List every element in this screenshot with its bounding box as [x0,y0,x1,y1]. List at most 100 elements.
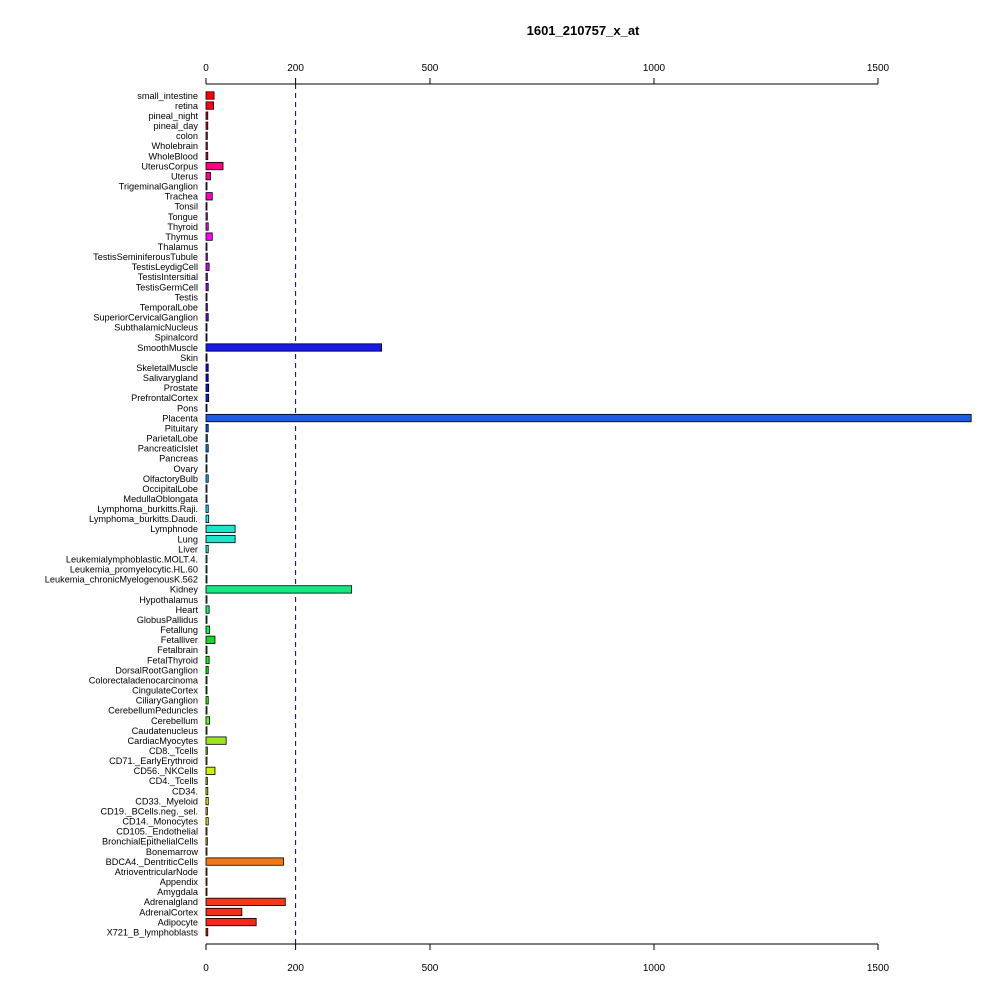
chart-title: 1601_210757_x_at [527,23,640,38]
category-label: Skin [180,353,198,363]
bar [205,534,236,544]
bar [205,323,208,332]
bar [205,887,208,896]
bar [205,202,208,211]
bar [205,605,210,614]
bar [205,928,209,937]
category-label: Thalamus [158,242,199,252]
category-label: Colorectaladenocarcinoma [89,675,199,685]
category-label: Thyroid [167,222,198,232]
bar [205,232,213,241]
category-label: retina [175,101,199,111]
bar [205,141,208,150]
category-label: Pons [177,403,198,413]
bar [205,393,210,403]
category-label: small_intestine [137,91,198,101]
category-label: AdrenalCortex [139,907,198,917]
bar [205,565,208,574]
bar [205,182,208,191]
bar [205,363,209,372]
bar [205,837,208,846]
category-label: TestisSeminiferousTubule [93,252,198,262]
bar [205,676,208,685]
category-label: CD33._Myeloid [135,796,198,806]
category-label: Lymphoma_burkitts.Raji. [97,504,198,514]
category-label: colon [176,131,198,141]
bar [205,585,353,594]
bar [205,343,383,352]
bar [205,867,208,876]
bar [205,555,208,564]
bar [205,373,209,382]
bar [205,575,208,584]
category-label: CD4._Tcells [149,776,198,786]
category-label: MedullaOblongata [123,494,198,504]
bar [205,111,209,120]
bar [205,444,209,453]
category-label: Lymphoma_burkitts.Daudi. [89,514,198,524]
bar [205,615,208,624]
category-label: Trachea [165,192,199,202]
category-label: BronchialEpithelialCells [102,837,198,847]
category-label: Appendix [160,877,199,887]
category-label: Heart [176,605,199,615]
bar [205,686,208,695]
category-label: CD14._Monocytes [122,817,198,827]
bar [205,786,209,796]
bar [205,454,208,463]
bar [205,474,209,483]
bar [205,736,227,745]
bar [205,545,209,554]
bar [205,222,209,231]
category-label: Caudatenucleus [132,726,199,736]
top-tick-label: 500 [422,63,439,74]
category-label: CD71._EarlyErythroid [109,756,198,766]
category-label: Pituitary [165,423,199,433]
bar [205,807,208,816]
bar [205,797,209,806]
bar [205,817,209,826]
bar [205,877,208,886]
bottom-tick-label: 0 [203,963,209,974]
bar [205,242,208,251]
category-label: TestisGermCell [136,282,198,292]
category-label: Amygdala [157,887,199,897]
bar [205,776,208,786]
category-label: TemporalLobe [140,302,198,312]
bar [205,595,208,604]
bar [205,847,208,856]
bar [205,353,208,362]
category-label: Kidney [170,585,198,595]
bar [205,292,208,302]
bar [205,504,209,513]
bar [205,383,210,392]
category-label: Adipocyte [158,917,198,927]
category-label: TrigeminalGanglion [119,182,198,192]
category-label: BDCA4._DentriticCells [106,857,199,867]
bar [205,464,208,473]
category-label: UterusCorpus [141,161,198,171]
category-label: CD34. [172,786,198,796]
category-label: CD56._NKCells [134,766,199,776]
category-label: PancreaticIslet [138,444,199,454]
category-label: pineal_night [148,111,198,121]
bar [205,524,236,534]
category-label: Bonemarrow [146,847,198,857]
category-label: Placenta [162,413,199,423]
bar [205,101,215,110]
bar [205,484,208,493]
bar [205,746,208,755]
category-label: TestisIntersitial [138,272,198,282]
category-label: Salivarygland [143,373,198,383]
category-label: Spinalcord [155,333,198,343]
category-label: Pancreas [159,454,198,464]
bar [205,706,208,715]
bottom-tick-label: 1000 [643,963,666,974]
category-label: WholeBlood [148,151,198,161]
category-label: SkeletalMuscle [136,363,198,373]
category-label: OlfactoryBulb [143,474,198,484]
category-label: Fetalbrain [157,645,198,655]
category-label: Wholebrain [152,141,198,151]
